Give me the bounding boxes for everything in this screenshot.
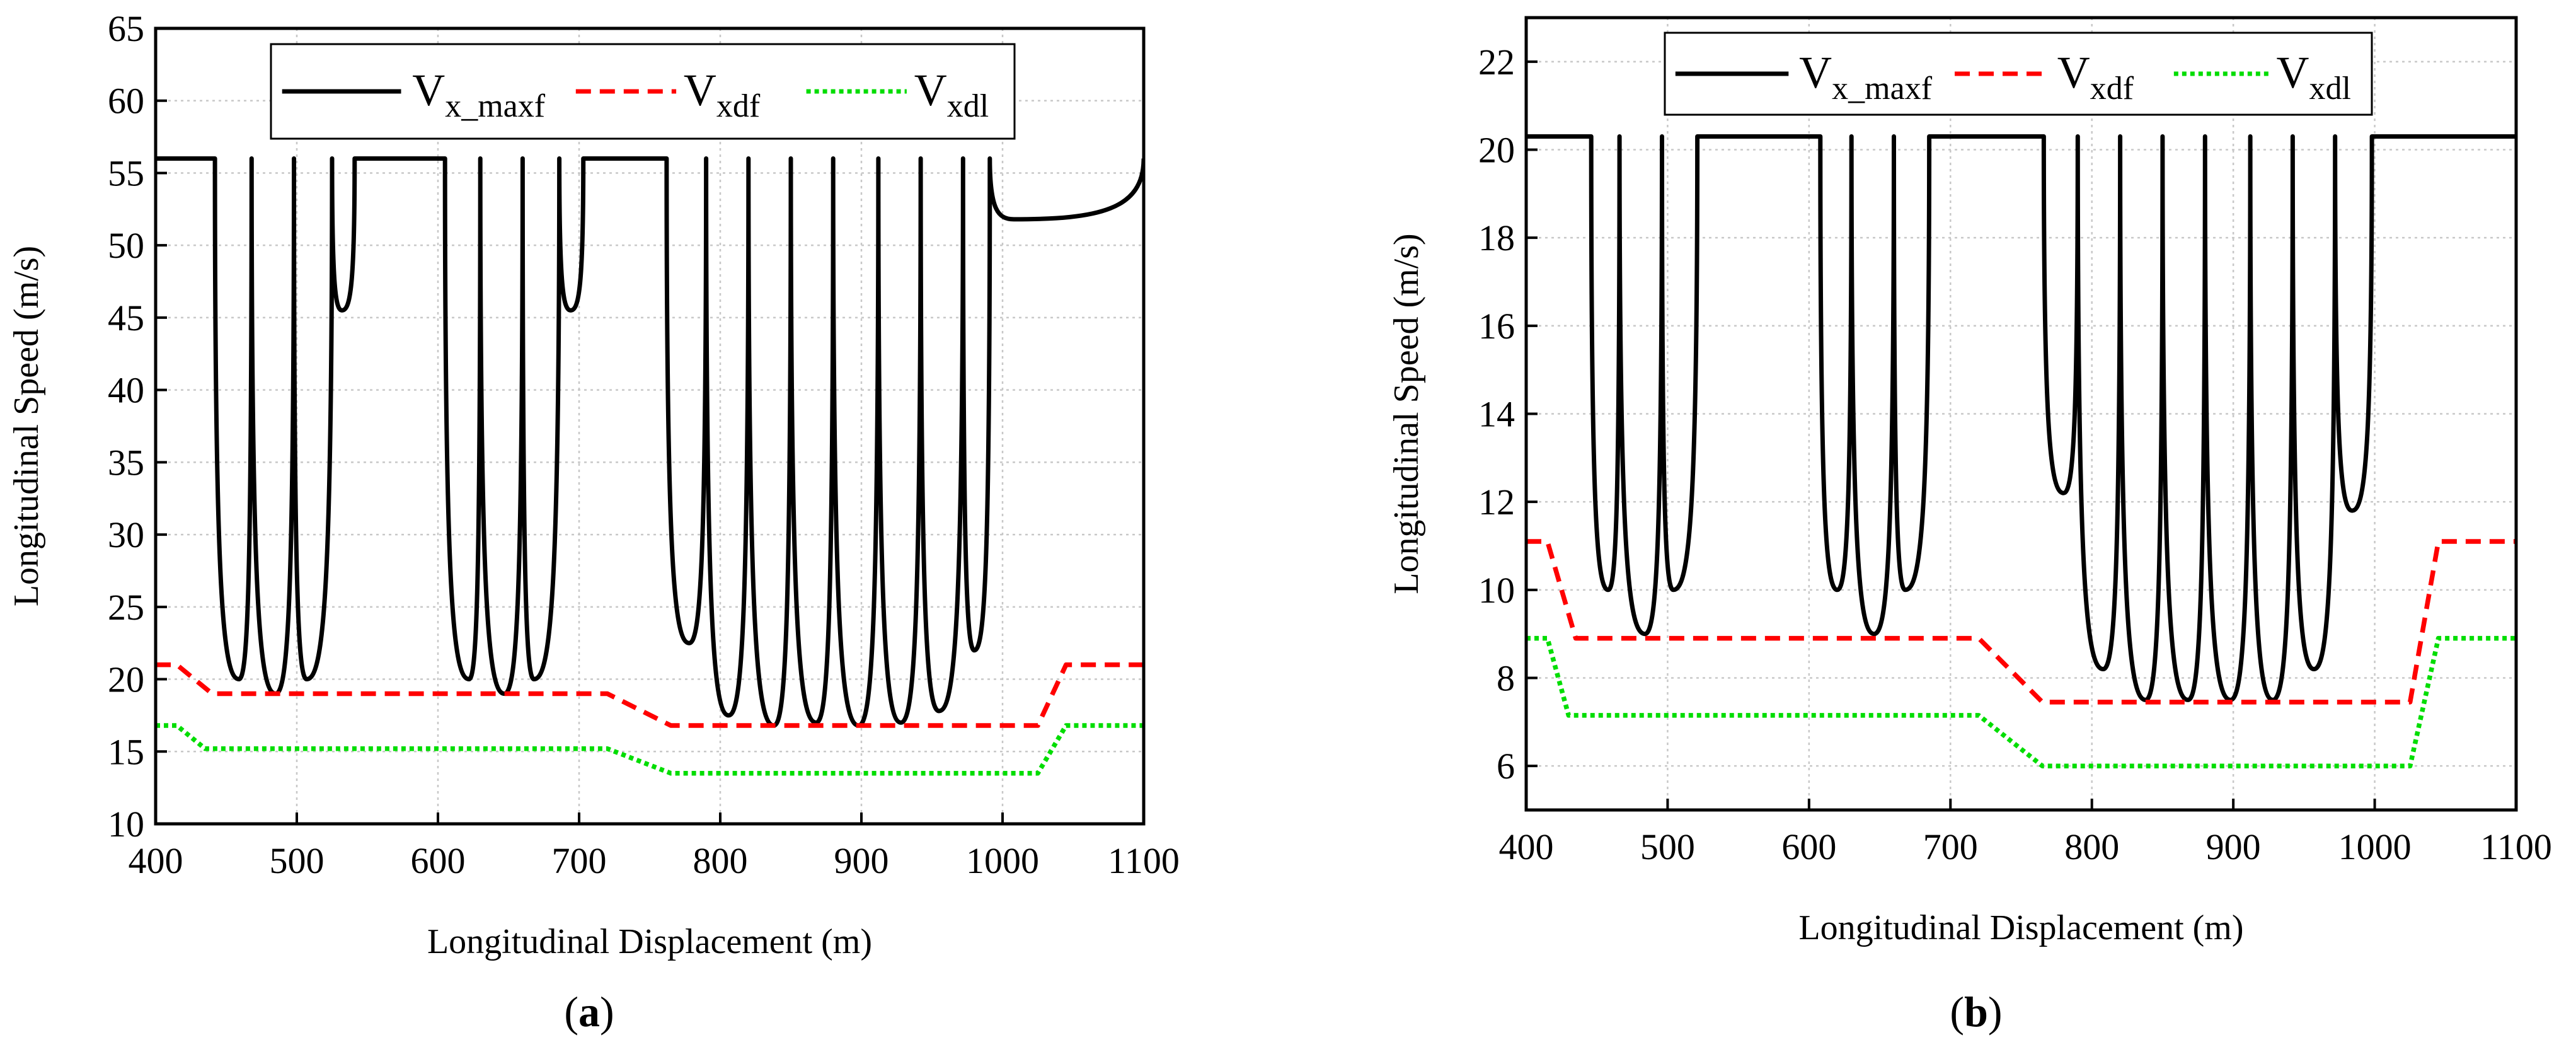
y-tick-label: 65 xyxy=(108,8,144,49)
legend-label-subscript: x_maxf xyxy=(1832,71,1933,107)
y-tick-label: 22 xyxy=(1478,42,1515,83)
x-tick-label: 400 xyxy=(129,840,183,881)
axes-frame-a xyxy=(154,26,1146,826)
x-tick-label: 700 xyxy=(552,840,607,881)
x-tick-label: 900 xyxy=(834,840,889,881)
panel-label-a: (a) xyxy=(564,988,614,1036)
y-tick-label: 15 xyxy=(108,731,144,772)
plot-area-b xyxy=(1526,134,2516,768)
legend-a: Vx_maxf Vxdf Vxdl xyxy=(270,43,1016,140)
series-v-x-maxf-a xyxy=(156,156,1144,728)
x-tick-label: 1100 xyxy=(2480,826,2552,867)
legend-label-main: V xyxy=(1799,47,1832,98)
legend-label-subscript: xdf xyxy=(2090,71,2134,107)
x-tick-label: 600 xyxy=(1781,826,1836,867)
y-tick-label: 10 xyxy=(108,804,144,845)
y-tick-label: 40 xyxy=(108,370,144,411)
x-tick-label: 500 xyxy=(1640,826,1695,867)
legend-label-main: V xyxy=(2277,47,2309,98)
legend-label-v-x-maxf: Vx_maxf xyxy=(412,65,546,124)
legend-label-subscript: xdl xyxy=(2309,71,2351,107)
legend-b: Vx_maxf Vxdf Vxdl xyxy=(1664,32,2373,116)
y-tick-label: 20 xyxy=(1478,130,1515,171)
panel-label-b-letter: b xyxy=(1964,988,1988,1036)
x-tick-label: 1100 xyxy=(1108,840,1180,881)
legend-label-main: V xyxy=(914,65,947,115)
y-tick-label: 35 xyxy=(108,442,144,483)
y-tick-label: 10 xyxy=(1478,570,1515,611)
x-tick-label: 1000 xyxy=(966,840,1039,881)
x-tick-label: 700 xyxy=(1923,826,1978,867)
y-tick-label: 14 xyxy=(1478,394,1515,435)
panel-label-b: (b) xyxy=(1950,988,2002,1036)
y-tick-label: 6 xyxy=(1497,746,1515,787)
legend-label-subscript: xdf xyxy=(716,88,761,124)
y-tick-label: 16 xyxy=(1478,306,1515,347)
x-tick-label: 900 xyxy=(2206,826,2261,867)
chart-panel-a: 400 500 600 700 800 900 1000 1100 10 15 20 25 30 35 40… xyxy=(7,8,1180,961)
y-tick-label: 55 xyxy=(108,153,144,194)
panel-label-a-letter: a xyxy=(578,988,600,1036)
x-tick-label: 800 xyxy=(693,840,748,881)
y-tick-label: 25 xyxy=(108,587,144,628)
y-tick-label: 18 xyxy=(1478,217,1515,258)
series-v-xdl-a xyxy=(156,723,1144,776)
legend-label-subscript: xdl xyxy=(947,88,989,124)
x-tick-label: 800 xyxy=(2064,826,2119,867)
series-v-xdf-a xyxy=(156,662,1144,728)
legend-label-main: V xyxy=(412,65,445,115)
y-tick-label: 45 xyxy=(108,298,144,338)
legend-label-main: V xyxy=(684,65,716,115)
grid-a xyxy=(156,28,1144,824)
y-tick-label: 8 xyxy=(1497,658,1515,699)
legend-label-v-x-maxf: Vx_maxf xyxy=(1799,47,1933,107)
x-axis-label-a: Longitudinal Displacement (m) xyxy=(427,922,872,961)
legend-label-v-xdl: Vxdl xyxy=(2277,47,2351,107)
legend-label-main: V xyxy=(2057,47,2090,98)
x-tick-label: 500 xyxy=(270,840,325,881)
chart-panel-b: 400 500 600 700 800 900 1000 1100 6 8 10 12 14 16 18 20… xyxy=(1387,16,2552,947)
x-tick-label: 1000 xyxy=(2338,826,2412,867)
series-v-xdf-b xyxy=(1526,539,2516,705)
y-axis-label-b: Longitudinal Speed (m/s) xyxy=(1387,233,1426,594)
x-tick-label: 600 xyxy=(411,840,466,881)
y-tick-label: 50 xyxy=(108,225,144,266)
legend-label-v-xdf: Vxdf xyxy=(2057,47,2134,107)
y-tick-label: 12 xyxy=(1478,482,1515,523)
series-v-xdl-b xyxy=(1526,635,2516,768)
plot-area-a xyxy=(156,156,1144,776)
y-tick-label: 60 xyxy=(108,81,144,122)
legend-label-v-xdl: Vxdl xyxy=(914,65,989,124)
y-tick-label: 20 xyxy=(108,659,144,700)
y-tick-label: 30 xyxy=(108,514,144,555)
y-axis-label-a: Longitudinal Speed (m/s) xyxy=(7,246,46,606)
series-v-x-maxf-b xyxy=(1526,134,2516,702)
x-axis-label-b: Longitudinal Displacement (m) xyxy=(1798,908,2243,947)
legend-label-subscript: x_maxf xyxy=(445,88,546,124)
x-tick-label: 400 xyxy=(1499,826,1554,867)
legend-label-v-xdf: Vxdf xyxy=(684,65,761,124)
